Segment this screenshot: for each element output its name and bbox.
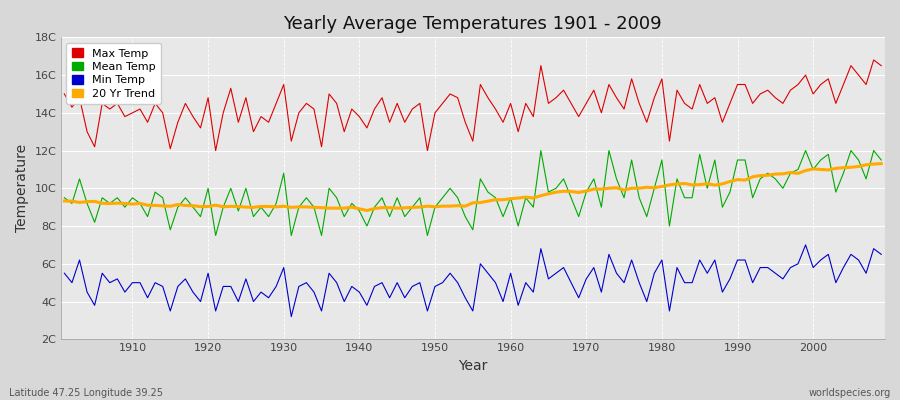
Text: worldspecies.org: worldspecies.org [809,388,891,398]
X-axis label: Year: Year [458,359,488,373]
Text: Latitude 47.25 Longitude 39.25: Latitude 47.25 Longitude 39.25 [9,388,163,398]
Legend: Max Temp, Mean Temp, Min Temp, 20 Yr Trend: Max Temp, Mean Temp, Min Temp, 20 Yr Tre… [67,43,161,104]
Y-axis label: Temperature: Temperature [15,144,29,232]
Title: Yearly Average Temperatures 1901 - 2009: Yearly Average Temperatures 1901 - 2009 [284,15,662,33]
